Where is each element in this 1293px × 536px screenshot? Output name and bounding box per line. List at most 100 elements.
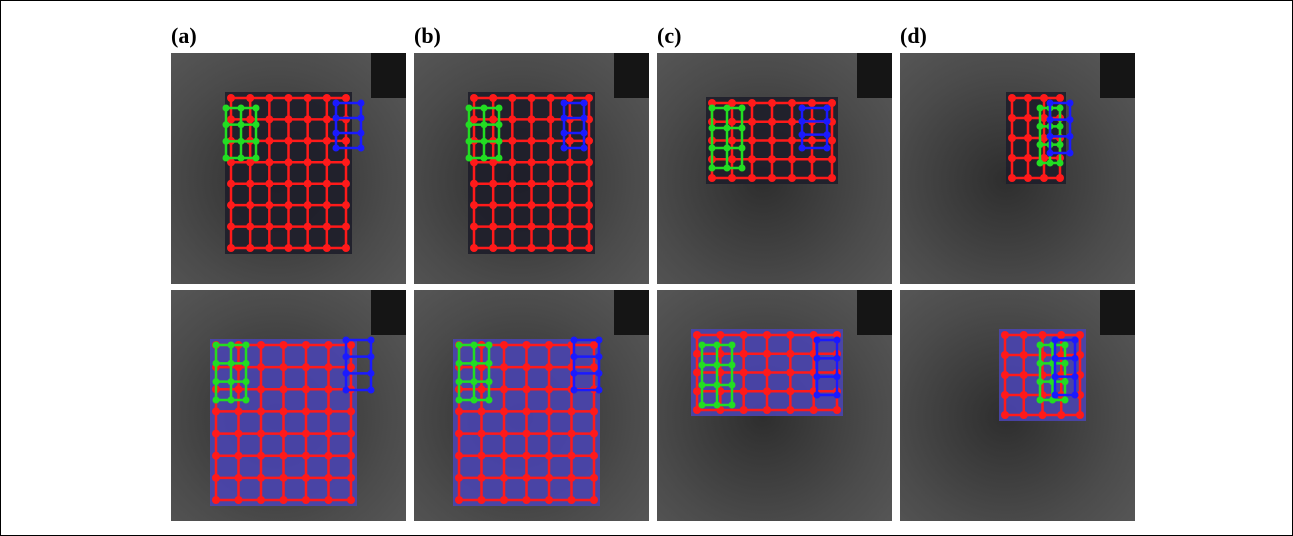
grid-node bbox=[714, 382, 721, 389]
grid-node bbox=[709, 105, 716, 112]
grid-node bbox=[581, 130, 588, 137]
grid-node bbox=[547, 137, 555, 145]
grid-node bbox=[470, 223, 478, 231]
grid-node bbox=[824, 145, 831, 152]
grid-node bbox=[212, 474, 220, 482]
grid-node bbox=[834, 337, 841, 344]
grid-node bbox=[523, 385, 531, 393]
grid-node bbox=[333, 130, 340, 137]
grid-node bbox=[1001, 371, 1009, 379]
grid-node bbox=[1001, 391, 1009, 399]
grid-node bbox=[768, 174, 776, 182]
grid-node bbox=[1037, 360, 1044, 367]
grid-node bbox=[1020, 411, 1028, 419]
grid-node bbox=[265, 115, 273, 123]
grid-node bbox=[596, 387, 603, 394]
grid-node bbox=[358, 100, 365, 107]
grid-node bbox=[590, 407, 598, 415]
grid-node bbox=[763, 369, 771, 377]
grid-node bbox=[212, 407, 220, 415]
grid-node bbox=[213, 397, 220, 404]
grid-node bbox=[709, 145, 716, 152]
grid-node bbox=[763, 331, 771, 339]
grid-node bbox=[304, 201, 312, 209]
grid-node bbox=[257, 474, 265, 482]
grid-node bbox=[466, 138, 473, 145]
grid-node bbox=[1020, 391, 1028, 399]
grid-node bbox=[808, 155, 816, 163]
grid-node bbox=[508, 244, 516, 252]
dark-object bbox=[857, 290, 892, 335]
grid-node bbox=[786, 331, 794, 339]
grid-node bbox=[302, 385, 310, 393]
grid-node bbox=[213, 342, 220, 349]
grid-node bbox=[304, 137, 312, 145]
grid-node bbox=[740, 406, 748, 414]
grid-node bbox=[471, 360, 478, 367]
grid-node bbox=[748, 137, 756, 145]
grid-node bbox=[456, 360, 463, 367]
grid-node bbox=[523, 363, 531, 371]
grid-node bbox=[545, 385, 553, 393]
grid-node bbox=[1008, 134, 1016, 142]
grid-node bbox=[1037, 141, 1044, 148]
grid-node bbox=[323, 158, 331, 166]
grid-node bbox=[596, 337, 603, 344]
grid-node bbox=[455, 407, 463, 415]
grid-node bbox=[280, 474, 288, 482]
grid-node bbox=[257, 496, 265, 504]
grid-node bbox=[728, 118, 736, 126]
grid-node bbox=[585, 201, 593, 209]
grid-node bbox=[486, 360, 493, 367]
grid-node bbox=[500, 496, 508, 504]
grid-node bbox=[227, 223, 235, 231]
grid-node bbox=[481, 121, 488, 128]
grid-node bbox=[358, 130, 365, 137]
grid-node bbox=[500, 430, 508, 438]
grid-node bbox=[342, 94, 350, 102]
grid-node bbox=[724, 105, 731, 112]
grid-node bbox=[304, 158, 312, 166]
grid-node bbox=[246, 223, 254, 231]
grid-node bbox=[213, 378, 220, 385]
grid-node bbox=[561, 115, 568, 122]
grid-node bbox=[325, 341, 333, 349]
grid-node bbox=[808, 99, 816, 107]
grid-node bbox=[489, 201, 497, 209]
grid-node bbox=[368, 353, 375, 360]
grid-node bbox=[788, 174, 796, 182]
grid-node bbox=[545, 452, 553, 460]
grid-node bbox=[585, 158, 593, 166]
grid-node bbox=[528, 244, 536, 252]
grid-node bbox=[285, 201, 293, 209]
grid-node bbox=[561, 130, 568, 137]
grid-node bbox=[496, 138, 503, 145]
grid-node bbox=[456, 378, 463, 385]
grid-node bbox=[693, 331, 701, 339]
dark-object bbox=[371, 290, 406, 335]
grid-node bbox=[333, 145, 340, 152]
grid-node bbox=[481, 105, 488, 112]
grid-node bbox=[824, 105, 831, 112]
grid-node bbox=[523, 452, 531, 460]
grid-node bbox=[590, 363, 598, 371]
grid-node bbox=[729, 362, 736, 369]
grid-node bbox=[523, 407, 531, 415]
grid-node bbox=[1020, 351, 1028, 359]
grid-node bbox=[1040, 94, 1048, 102]
grid-node bbox=[347, 496, 355, 504]
grid-node bbox=[1056, 94, 1064, 102]
grid-node bbox=[486, 397, 493, 404]
grid-node bbox=[246, 244, 254, 252]
photo bbox=[657, 290, 892, 521]
grid-node bbox=[596, 370, 603, 377]
grid-node bbox=[528, 180, 536, 188]
grid-node bbox=[547, 201, 555, 209]
grid-node bbox=[547, 180, 555, 188]
grid-node bbox=[699, 342, 706, 349]
grid-node bbox=[235, 385, 243, 393]
grid-node bbox=[323, 201, 331, 209]
grid-node bbox=[489, 244, 497, 252]
grid-node bbox=[347, 363, 355, 371]
grid-node bbox=[585, 137, 593, 145]
